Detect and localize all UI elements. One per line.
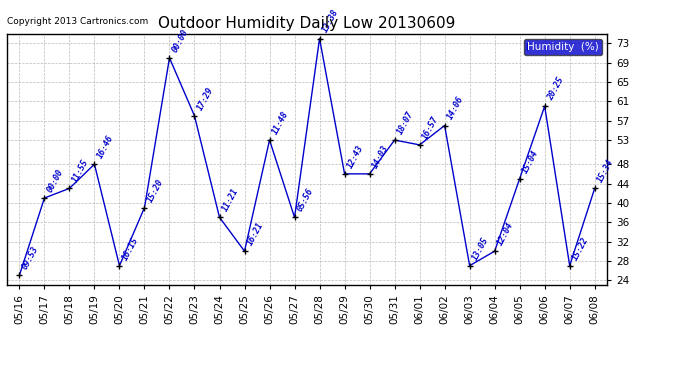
Text: 16:57: 16:57 xyxy=(421,114,441,141)
Text: 14:06: 14:06 xyxy=(446,95,466,122)
Text: 12:43: 12:43 xyxy=(346,143,366,170)
Text: 17:29: 17:29 xyxy=(196,86,215,112)
Text: 09:53: 09:53 xyxy=(21,245,41,271)
Text: 15:20: 15:20 xyxy=(146,177,166,204)
Text: 11:55: 11:55 xyxy=(71,158,90,184)
Text: 14:03: 14:03 xyxy=(371,143,391,170)
Text: Copyright 2013 Cartronics.com: Copyright 2013 Cartronics.com xyxy=(7,17,148,26)
Text: 12:04: 12:04 xyxy=(496,221,515,247)
Text: 00:00: 00:00 xyxy=(171,27,190,54)
Text: 11:48: 11:48 xyxy=(271,110,290,136)
Text: 18:07: 18:07 xyxy=(396,110,415,136)
Text: 16:15: 16:15 xyxy=(121,235,141,261)
Text: 16:21: 16:21 xyxy=(246,221,266,247)
Text: 20:25: 20:25 xyxy=(546,76,566,102)
Text: 15:22: 15:22 xyxy=(571,235,591,261)
Text: 13:38: 13:38 xyxy=(321,8,341,34)
Text: 13:05: 13:05 xyxy=(471,235,491,261)
Text: 16:46: 16:46 xyxy=(96,134,115,160)
Legend: Humidity  (%): Humidity (%) xyxy=(524,39,602,55)
Text: 15:34: 15:34 xyxy=(596,158,615,184)
Text: 05:56: 05:56 xyxy=(296,187,315,213)
Text: 00:00: 00:00 xyxy=(46,168,66,194)
Text: 15:04: 15:04 xyxy=(521,148,541,174)
Text: 11:21: 11:21 xyxy=(221,187,241,213)
Title: Outdoor Humidity Daily Low 20130609: Outdoor Humidity Daily Low 20130609 xyxy=(159,16,455,31)
